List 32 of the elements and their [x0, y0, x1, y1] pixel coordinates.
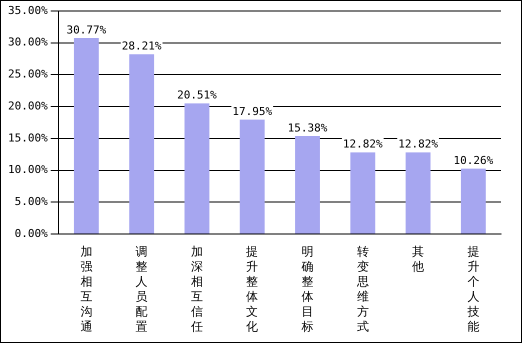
bar [460, 168, 486, 234]
y-tick-label: 25.00% [8, 68, 48, 81]
data-label: 15.38% [288, 121, 328, 134]
y-tick-label: 35.00% [8, 4, 48, 17]
bar [240, 120, 265, 234]
x-tick-label: 加强相互沟通 [80, 244, 92, 334]
x-tick-label: 加深相互信任 [190, 244, 203, 334]
data-label: 30.77% [66, 23, 107, 36]
data-label: 12.82% [398, 138, 438, 151]
y-tick-label: 10.00% [8, 163, 48, 176]
x-tick-label: 其他 [412, 244, 424, 274]
x-tick-label: 转变思维方式 [356, 244, 369, 334]
y-tick-label: 0.00% [14, 226, 48, 240]
bar [295, 136, 320, 234]
bar [184, 103, 210, 234]
y-tick-label: 15.00% [8, 131, 48, 144]
y-tick-label: 20.00% [8, 99, 48, 112]
data-label: 12.82% [342, 138, 384, 151]
x-tick-label: 提升整体文化 [246, 244, 258, 334]
y-tick-label: 5.00% [14, 195, 48, 208]
data-label: 28.21% [122, 40, 162, 53]
bar [406, 152, 431, 234]
bar [129, 54, 154, 234]
y-tick-label: 30.00% [8, 36, 48, 49]
bar [350, 152, 376, 234]
x-tick-label: 调整人员配置 [136, 244, 148, 334]
data-label: 20.51% [177, 88, 218, 102]
bar [74, 38, 99, 234]
x-tick-label: 明确整体目标 [300, 244, 314, 334]
data-label: 10.26% [453, 154, 494, 167]
x-tick-label: 提升个人技能 [466, 244, 480, 334]
data-label: 17.95% [232, 104, 272, 118]
